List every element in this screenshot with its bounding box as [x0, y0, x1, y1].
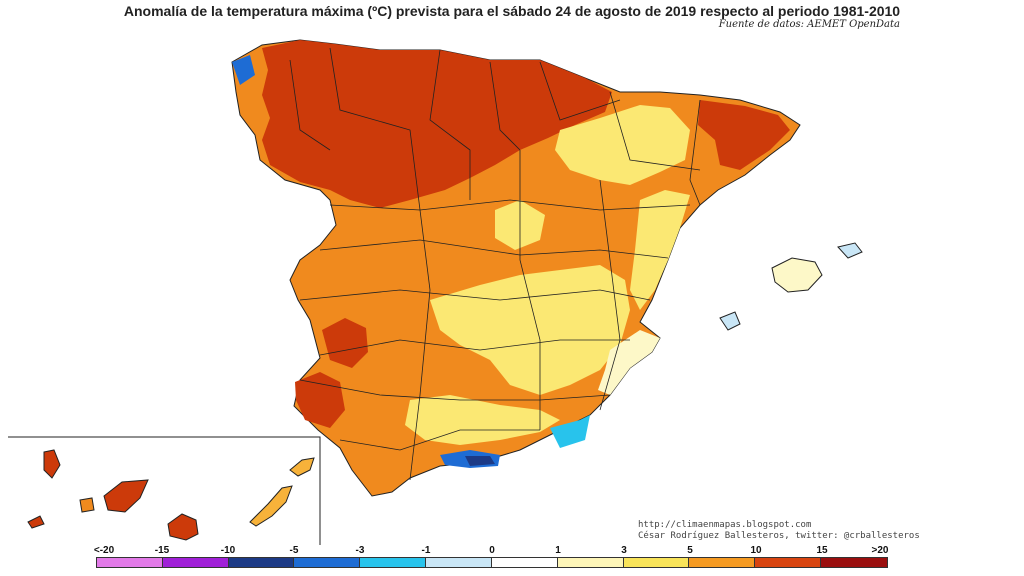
la-palma: [43, 449, 61, 479]
almeria-coast-cool: [550, 415, 590, 448]
galicia-coast-cool: [232, 55, 255, 85]
legend-swatch: [426, 558, 492, 567]
legend-tick-label: 5: [687, 545, 693, 556]
province-borders: [289, 47, 701, 481]
legend-swatch: [821, 558, 887, 567]
legend-swatch: [689, 558, 756, 567]
credits-url: http://climaenmapas.blogspot.com: [638, 520, 812, 530]
mallorca: [771, 257, 823, 293]
legend-swatch: [557, 558, 624, 567]
catalonia-hot-zone: [698, 100, 790, 170]
ebro-valley-mild: [555, 105, 690, 185]
legend-tick-label: >20: [871, 545, 889, 556]
legend-swatch: [623, 558, 690, 567]
map-title: Anomalía de la temperatura máxima (ºC) p…: [123, 3, 901, 19]
legend-swatch: [360, 558, 427, 567]
legend-tick-label: -3: [355, 545, 365, 556]
legend-swatch: [228, 558, 295, 567]
andalusia-mild: [405, 395, 560, 445]
legend-tick-label: <-20: [93, 545, 115, 556]
lanzarote: [289, 457, 315, 477]
fuerteventura: [249, 485, 293, 527]
legend-tick-label: 15: [816, 545, 828, 556]
castilla-la-mancha-mild: [430, 265, 630, 395]
valencia-coast-mild: [630, 190, 690, 310]
el-hierro: [27, 515, 45, 529]
la-gomera: [79, 497, 95, 513]
legend-tick-label: 10: [750, 545, 762, 556]
legend-tick-label: 1: [555, 545, 561, 556]
legend-tick-label: -15: [154, 545, 170, 556]
legend-tick-label: -1: [421, 545, 431, 556]
menorca: [837, 242, 863, 259]
malaga-core-cold: [465, 456, 495, 466]
canary-islands-inset: [8, 436, 321, 545]
spain-anomaly-map: [8, 39, 863, 545]
legend-swatch: [491, 558, 558, 567]
extremadura-hot-zone: [322, 318, 368, 368]
legend-swatch: [294, 558, 361, 567]
legend-bar: [96, 557, 888, 568]
legend-tick-label: -10: [220, 545, 236, 556]
data-source: Fuente de datos: AEMET OpenData: [718, 19, 900, 30]
tenerife: [103, 479, 149, 513]
legend-labels: <-20 -15 -10 -5 -3 -1 0 1 3 5 10 15 >20: [0, 545, 1024, 557]
north-hot-zone: [262, 40, 612, 208]
legend-tick-label: 3: [621, 545, 627, 556]
legend-swatch: [162, 558, 229, 567]
murcia-coast-normal: [598, 330, 660, 395]
legend-swatch: [97, 558, 163, 567]
legend-swatch: [755, 558, 822, 567]
gran-canaria: [167, 513, 199, 541]
legend-tick-label: -5: [289, 545, 299, 556]
credits-author: César Rodríguez Ballesteros, twitter: @c…: [638, 531, 920, 541]
ibiza: [719, 311, 741, 331]
credits: http://climaenmapas.blogspot.com César R…: [638, 520, 920, 542]
legend-tick-label: 0: [489, 545, 495, 556]
